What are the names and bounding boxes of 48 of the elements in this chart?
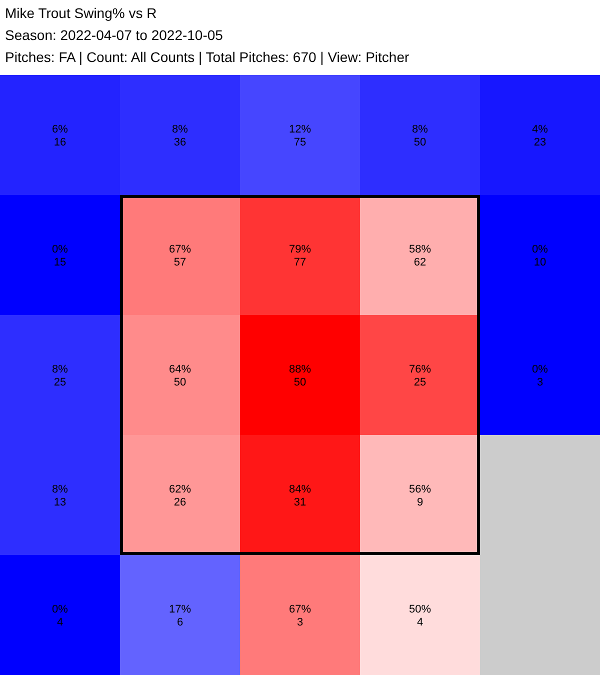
data-label: 0% xyxy=(532,364,548,376)
annotation: 9 xyxy=(416,496,424,508)
data-label: 58% xyxy=(408,244,432,256)
annotation: 50 xyxy=(294,376,306,388)
annotation: 62 xyxy=(414,256,426,268)
annotation: 26 xyxy=(174,496,186,508)
data-label: 4% xyxy=(532,124,548,136)
annotation: 75 xyxy=(294,136,306,148)
annotation: 31 xyxy=(294,496,306,508)
annotation: 57 xyxy=(174,256,186,268)
annotation: 25 xyxy=(414,376,426,388)
data-label: 76% xyxy=(408,364,432,376)
data-label: 8% xyxy=(52,364,68,376)
annotation: 16 xyxy=(54,136,66,148)
annotation: 36 xyxy=(174,136,186,148)
data-label: 67% xyxy=(288,604,312,616)
annotation: 6 xyxy=(176,616,184,628)
annotation: 10 xyxy=(534,256,546,268)
text: Season: 2022-04-07 to 2022-10-05 Pitches: FA | Count: All Counts | Total Pitches: 670 | View: Pitcher xyxy=(5,27,410,65)
annotation: 23 xyxy=(534,136,546,148)
data-label: 88% xyxy=(288,364,312,376)
data-label: 8% xyxy=(52,484,68,496)
annotation: 4 xyxy=(416,616,424,628)
annotation: 3 xyxy=(296,616,304,628)
data-label: 0% xyxy=(52,604,68,616)
data-label: 0% xyxy=(52,244,68,256)
data-label: 67% xyxy=(168,244,192,256)
annotation: 50 xyxy=(174,376,186,388)
annotation: 15 xyxy=(54,256,66,268)
annotation: 13 xyxy=(54,496,66,508)
data-label: 50% xyxy=(408,604,432,616)
data-label: 0% xyxy=(532,244,548,256)
chart-title: Mike Trout Swing% vs R xyxy=(5,5,157,21)
data-label: 64% xyxy=(168,364,192,376)
data-label: 17% xyxy=(168,604,192,616)
data-label: 84% xyxy=(288,484,312,496)
data-label: 8% xyxy=(412,124,428,136)
data-label: 12% xyxy=(288,124,312,136)
annotation: 50 xyxy=(414,136,426,148)
annotation: 77 xyxy=(294,256,306,268)
data-label: 6% xyxy=(52,124,68,136)
annotation: 3 xyxy=(536,376,544,388)
data-label: 79% xyxy=(288,244,312,256)
data-label: 8% xyxy=(172,124,188,136)
data-label: 62% xyxy=(168,484,192,496)
data-label: 56% xyxy=(408,484,432,496)
annotation: 25 xyxy=(54,376,66,388)
annotation: 4 xyxy=(56,616,64,628)
